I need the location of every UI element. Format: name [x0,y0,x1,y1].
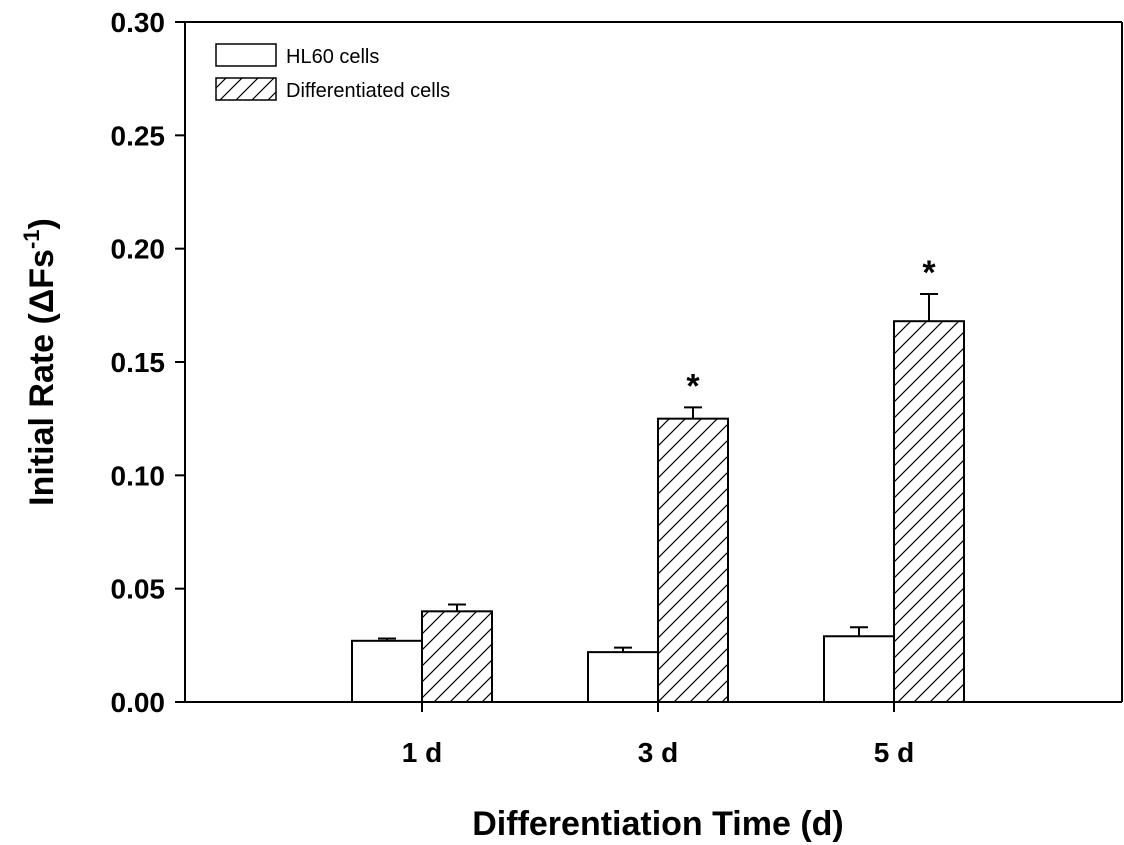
y-tick-label: 0.25 [111,120,166,151]
x-axis-ticks: 1 d 3 d 5 d [402,702,914,768]
x-tick-label: 5 d [874,737,914,768]
bar-differentiated [657,417,729,703]
legend-swatch-hl60 [215,43,277,67]
x-tick-label: 1 d [402,737,442,768]
plot-area [184,21,1123,703]
legend: HL60 cells Differentiated cells [215,43,450,102]
significance-marker: * [686,367,700,405]
y-tick-label: 0.20 [111,234,166,265]
bar-hl60 [823,635,895,703]
y-tick-label: 0.30 [111,7,166,38]
bars: ** [351,254,965,704]
y-tick-label: 0.15 [111,347,166,378]
y-axis-title-superscript: -1 [19,229,44,249]
bar-hl60 [351,639,423,703]
bar-hl60 [587,651,659,704]
legend-label: Differentiated cells [286,80,450,102]
y-axis-ticks: 0.00 0.05 0.10 0.15 0.20 0.25 0.30 [111,7,185,718]
y-tick-label: 0.10 [111,460,166,491]
bar-differentiated [893,320,965,703]
bar-differentiated [421,610,493,703]
x-axis-title: Differentiation Time (d) [472,805,844,843]
legend-label: HL60 cells [286,46,379,68]
y-tick-label: 0.00 [111,687,166,718]
y-tick-label: 0.05 [111,574,166,605]
y-axis-title-end: ) [23,218,61,229]
x-tick-label: 3 d [638,737,678,768]
significance-marker: * [922,254,936,292]
y-axis-title: Initial Rate (ΔFs-1) [19,218,61,506]
legend-swatch-differentiated [215,77,277,101]
y-axis-title-main: Initial Rate (ΔFs [23,249,61,506]
